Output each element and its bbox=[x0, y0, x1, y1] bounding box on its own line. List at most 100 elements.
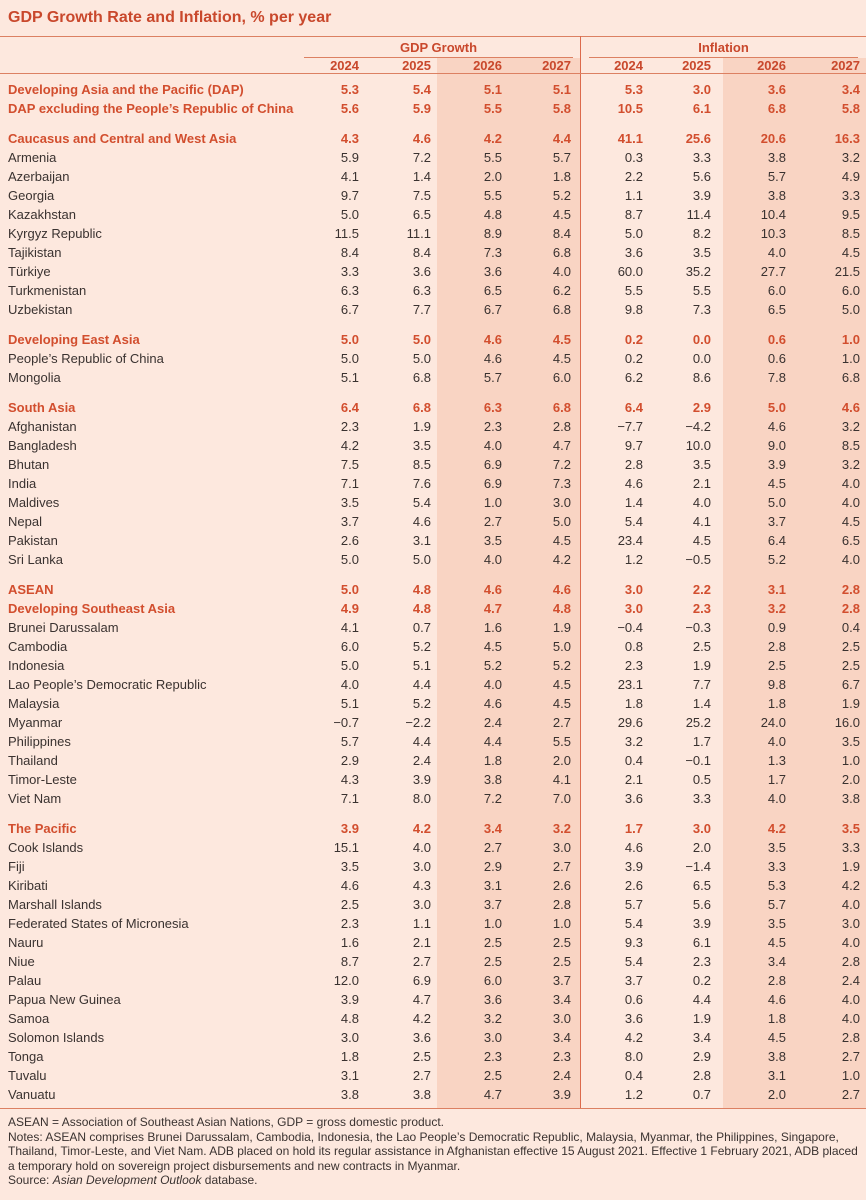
gdp-growth-cell: 9.7 bbox=[340, 188, 359, 203]
gdp-growth-cell: 3.2 bbox=[552, 821, 571, 836]
inflation-cell: 2.1 bbox=[692, 476, 711, 491]
inflation-cell: 3.0 bbox=[841, 916, 860, 931]
gdp-growth-cell: 4.6 bbox=[412, 514, 431, 529]
inflation-cell: 4.2 bbox=[767, 821, 786, 836]
table-row: Philippines 5.7 4.4 4.4 5.5 3.2 1.7 4.0 3.5 bbox=[0, 732, 866, 751]
gdp-growth-cell: 4.5 bbox=[552, 351, 571, 366]
inflation-cell: 5.3 bbox=[624, 82, 643, 97]
gdp-growth-cell: 4.1 bbox=[340, 620, 359, 635]
inflation-cell: 5.7 bbox=[767, 169, 786, 184]
gdp-growth-cell: 3.7 bbox=[483, 897, 502, 912]
inflation-cell: 3.3 bbox=[767, 859, 786, 874]
inflation-cell: 3.5 bbox=[841, 821, 860, 836]
aggregate-row: DAP excluding the People’s Republic of C… bbox=[0, 99, 866, 118]
inflation-cell: 5.7 bbox=[767, 897, 786, 912]
gdp-growth-cell: 6.9 bbox=[483, 476, 502, 491]
inflation-cell: 2.8 bbox=[841, 582, 860, 597]
gdp-growth-cell: 4.6 bbox=[483, 351, 502, 366]
inflation-cell: 2.3 bbox=[692, 954, 711, 969]
gdp-growth-cell: 5.1 bbox=[340, 370, 359, 385]
inflation-cell: 3.7 bbox=[624, 973, 643, 988]
aggregate-row: South Asia 6.4 6.8 6.3 6.8 6.4 2.9 5.0 4.6 bbox=[0, 398, 866, 417]
inflation-cell: 4.4 bbox=[692, 992, 711, 1007]
gdp-growth-cell: 4.6 bbox=[340, 878, 359, 893]
row-label: Uzbekistan bbox=[8, 302, 73, 317]
gdp-growth-cell: 7.5 bbox=[340, 457, 359, 472]
section-spacer bbox=[0, 73, 866, 80]
gdp-growth-cell: 5.7 bbox=[483, 370, 502, 385]
inflation-cell: 4.0 bbox=[841, 476, 860, 491]
gdp-growth-cell: 8.5 bbox=[412, 457, 431, 472]
inflation-cell: 2.1 bbox=[624, 772, 643, 787]
inflation-cell: 3.8 bbox=[767, 188, 786, 203]
gdp-growth-cell: 2.7 bbox=[483, 840, 502, 855]
gdp-growth-cell: 7.3 bbox=[552, 476, 571, 491]
gdp-growth-cell: 5.1 bbox=[412, 658, 431, 673]
gdp-growth-cell: 5.6 bbox=[340, 101, 359, 116]
inflation-cell: 1.7 bbox=[624, 821, 643, 836]
gdp-growth-cell: 3.0 bbox=[552, 1011, 571, 1026]
inflation-cell: 5.2 bbox=[767, 552, 786, 567]
gdp-growth-cell: 5.1 bbox=[552, 82, 571, 97]
gdp-growth-cell: 3.9 bbox=[340, 992, 359, 1007]
gdp-growth-cell: 1.4 bbox=[412, 169, 431, 184]
gdp-growth-cell: 2.9 bbox=[340, 753, 359, 768]
section-spacer bbox=[0, 319, 866, 330]
gdp-growth-cell: 1.1 bbox=[412, 916, 431, 931]
inflation-cell: 3.0 bbox=[624, 582, 643, 597]
row-label: Turkmenistan bbox=[8, 283, 87, 298]
inflation-cell: 0.2 bbox=[692, 973, 711, 988]
gdp-growth-cell: 5.0 bbox=[552, 639, 571, 654]
inflation-cell: 4.0 bbox=[841, 992, 860, 1007]
label-header bbox=[0, 59, 300, 73]
gdp-growth-cell: 5.4 bbox=[412, 495, 431, 510]
gdp-growth-cell: 3.3 bbox=[340, 264, 359, 279]
gdp-growth-cell: 6.8 bbox=[412, 400, 431, 415]
gdp-growth-cell: 2.5 bbox=[552, 954, 571, 969]
gdp-growth-cell: 2.5 bbox=[483, 1068, 502, 1083]
table-row: Pakistan 2.6 3.1 3.5 4.5 23.4 4.5 6.4 6.5 bbox=[0, 531, 866, 550]
year-header: 2025 bbox=[682, 58, 711, 73]
gdp-growth-cell: 2.5 bbox=[340, 897, 359, 912]
inflation-cell: 3.3 bbox=[692, 150, 711, 165]
gdp-growth-cell: 5.4 bbox=[412, 82, 431, 97]
section-spacer bbox=[0, 118, 866, 129]
inflation-cell: 0.2 bbox=[624, 351, 643, 366]
inflation-cell: 2.5 bbox=[692, 639, 711, 654]
gdp-growth-cell: 1.8 bbox=[552, 169, 571, 184]
inflation-cell: 10.4 bbox=[760, 207, 786, 222]
inflation-cell: 8.7 bbox=[624, 207, 643, 222]
inflation-cell: 3.2 bbox=[841, 150, 860, 165]
inflation-cell: 23.1 bbox=[617, 677, 643, 692]
gdp-growth-cell: 7.7 bbox=[412, 302, 431, 317]
gdp-growth-cell: 1.9 bbox=[412, 419, 431, 434]
gdp-growth-cell: 3.9 bbox=[412, 772, 431, 787]
inflation-cell: 3.6 bbox=[624, 245, 643, 260]
inflation-cell: 25.6 bbox=[685, 131, 711, 146]
gdp-growth-cell: 4.2 bbox=[412, 821, 431, 836]
inflation-cell: −1.4 bbox=[685, 859, 711, 874]
group-divider bbox=[580, 36, 581, 1108]
year-header: 2027 bbox=[831, 58, 860, 73]
source-prefix: Source: bbox=[8, 1173, 53, 1188]
gdp-growth-cell: 1.0 bbox=[552, 916, 571, 931]
gdp-growth-cell: 3.4 bbox=[552, 1030, 571, 1045]
inflation-cell: 3.9 bbox=[767, 457, 786, 472]
inflation-cell: 4.9 bbox=[841, 169, 860, 184]
inflation-cell: 4.6 bbox=[624, 840, 643, 855]
gdp-growth-cell: 1.9 bbox=[552, 620, 571, 635]
inflation-cell: 10.3 bbox=[760, 226, 786, 241]
inflation-cell: 29.6 bbox=[617, 715, 643, 730]
row-label: Philippines bbox=[8, 734, 71, 749]
inflation-cell: 6.5 bbox=[767, 302, 786, 317]
inflation-cell: 2.7 bbox=[841, 1049, 860, 1064]
section-spacer bbox=[0, 808, 866, 819]
inflation-cell: 25.2 bbox=[685, 715, 711, 730]
inflation-cell: 1.9 bbox=[841, 859, 860, 874]
bottom-rule bbox=[0, 1108, 866, 1109]
gdp-growth-cell: 4.0 bbox=[412, 840, 431, 855]
year-header: 2024 bbox=[330, 58, 359, 73]
gdp-growth-cell: −2.2 bbox=[405, 715, 431, 730]
inflation-cell: 5.0 bbox=[767, 495, 786, 510]
gdp-growth-cell: 5.0 bbox=[340, 351, 359, 366]
